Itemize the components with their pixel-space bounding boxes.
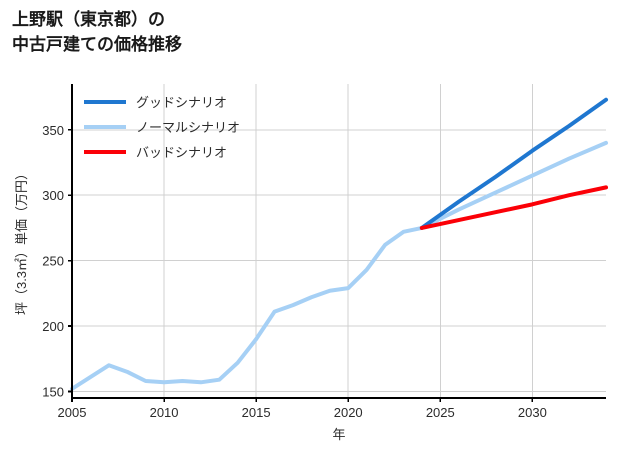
series-line-グッドシナリオ — [419, 97, 608, 230]
ytick-label: 150 — [42, 384, 64, 399]
x-axis-title: 年 — [332, 427, 345, 442]
legend-label-bad: バッドシナリオ — [136, 145, 227, 160]
legend-label-good: グッドシナリオ — [136, 95, 227, 110]
xtick-label: 2010 — [150, 405, 179, 420]
xtick-label: 2020 — [334, 405, 363, 420]
xtick-label: 2015 — [242, 405, 271, 420]
ytick-label: 350 — [42, 123, 64, 138]
page-title: 上野駅（東京都）の 中古戸建ての価格推移 — [12, 10, 182, 54]
xtick-label: 2025 — [426, 405, 455, 420]
series-line-ノーマルシナリオ — [70, 140, 608, 391]
series-line-バッドシナリオ — [419, 185, 608, 230]
ytick-label: 300 — [42, 188, 64, 203]
ytick-label: 200 — [42, 319, 64, 334]
legend-label-normal: ノーマルシナリオ — [136, 120, 240, 135]
ytick-label: 250 — [42, 254, 64, 269]
xtick-label: 2005 — [58, 405, 87, 420]
y-axis-title: 坪（3.3㎡）単価（万円） — [14, 167, 29, 315]
xtick-label: 2030 — [518, 405, 547, 420]
